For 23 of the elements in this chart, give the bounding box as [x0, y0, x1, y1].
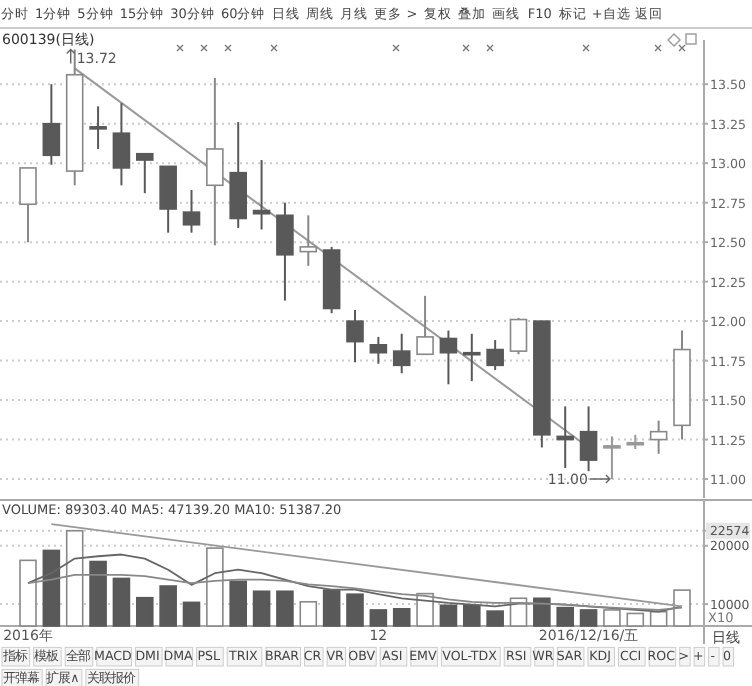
candlestick — [462, 332, 481, 383]
candlestick — [229, 121, 248, 229]
candlestick — [416, 294, 434, 356]
candlestick — [252, 159, 271, 231]
candlestick — [486, 339, 504, 372]
candlestick — [182, 189, 201, 234]
candlestick — [649, 419, 668, 455]
candlestick — [579, 405, 598, 473]
candlestick — [509, 316, 528, 356]
candlestick — [42, 83, 61, 166]
candlestick — [392, 332, 411, 375]
candlestick — [135, 152, 154, 195]
candlestick — [206, 76, 224, 247]
candlestick — [112, 102, 131, 187]
candlestick — [276, 201, 294, 302]
candlestick — [439, 329, 458, 386]
candlestick — [19, 166, 37, 244]
candlestick — [369, 335, 388, 365]
candlestick — [603, 435, 621, 481]
candlestick — [159, 165, 177, 234]
candlestick — [89, 105, 107, 150]
candlestick — [299, 214, 318, 267]
candlestick — [346, 309, 364, 364]
